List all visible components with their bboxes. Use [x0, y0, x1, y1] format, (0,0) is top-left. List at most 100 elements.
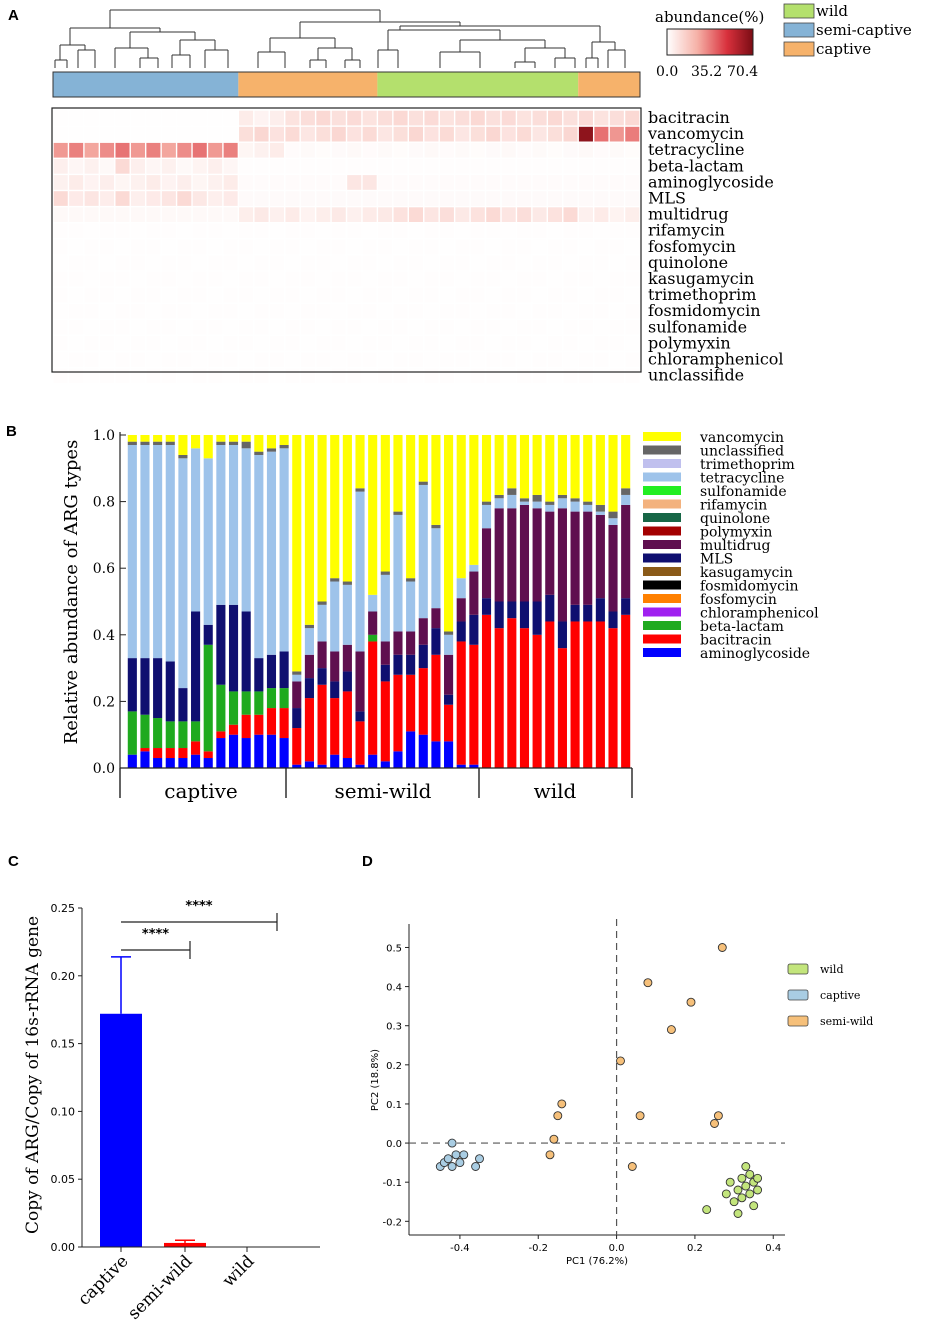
- heatmap-cell: [146, 159, 161, 174]
- b-bar-segment-aminoglycoside: [241, 738, 251, 768]
- heatmap-cell: [223, 352, 238, 367]
- heatmap-cell: [84, 255, 99, 271]
- heatmap-cell: [532, 175, 547, 190]
- b-legend-label-kasugamycin: kasugamycin: [700, 565, 793, 581]
- heatmap-cell: [69, 142, 84, 158]
- b-group-label-semi-wild: semi-wild: [335, 779, 432, 803]
- heatmap-cell: [316, 320, 331, 335]
- heatmap-cell: [362, 320, 377, 335]
- heatmap-cell: [578, 239, 593, 255]
- c-y-tick-label: 0.00: [51, 1241, 76, 1254]
- b-bar-segment-multidrug: [368, 611, 378, 635]
- heatmap-cell: [439, 175, 454, 190]
- b-bar-segment-multidrug: [595, 514, 605, 599]
- heatmap-cell: [455, 239, 470, 255]
- b-legend-swatch-vancomycin: [643, 432, 681, 441]
- heatmap-cell: [501, 287, 516, 303]
- d-point-wild: [737, 1193, 747, 1203]
- heatmap-cell: [532, 336, 547, 351]
- heatmap-cell: [146, 352, 161, 367]
- heatmap-cell: [486, 368, 501, 383]
- heatmap-cell: [501, 175, 516, 190]
- heatmap-cell: [347, 175, 362, 190]
- heatmap-cell: [378, 191, 393, 206]
- b-bar-segment-unclassified: [608, 511, 618, 519]
- d-point-wild: [721, 1189, 731, 1199]
- heatmap-cell: [300, 175, 315, 190]
- group-legend-swatch-semi-captive: [783, 22, 815, 38]
- heatmap-cell: [424, 159, 439, 174]
- b-bar-segment-tetracycline: [292, 674, 302, 682]
- heatmap-cell: [424, 110, 439, 126]
- heatmap-cell: [223, 191, 238, 206]
- heatmap-cell: [347, 255, 362, 271]
- heatmap-cell: [563, 191, 578, 206]
- b-bar-segment-beta-lactam: [127, 711, 137, 755]
- b-bar-segment-unclassified: [178, 454, 188, 459]
- heatmap-cell: [594, 352, 609, 367]
- group-legend-swatch-wild: [783, 3, 815, 19]
- b-bar-segment-aminoglycoside: [456, 764, 466, 768]
- b-bar-segment-mls: [178, 688, 188, 722]
- heatmap-cell: [486, 255, 501, 271]
- d-point-captive: [455, 1158, 465, 1168]
- b-bar-segment-multidrug: [469, 571, 479, 615]
- b-bar-segment-unclassified: [153, 441, 163, 445]
- heatmap-cell: [130, 175, 145, 190]
- heatmap-cell: [347, 303, 362, 319]
- d-point-wild: [737, 1173, 747, 1183]
- heatmap-cell: [53, 110, 68, 126]
- heatmap-cell: [161, 175, 176, 190]
- b-bar-segment-unclassified: [557, 494, 567, 499]
- b-bar-segment-vancomycin: [279, 435, 289, 445]
- heatmap-cell: [548, 239, 563, 255]
- heatmap-cell: [192, 126, 207, 142]
- heatmap-cell: [548, 207, 563, 222]
- b-bar-segment-mls: [595, 598, 605, 622]
- heatmap-cell: [208, 255, 223, 271]
- heatmap-cell: [115, 239, 130, 255]
- c-y-tick-label: 0.10: [51, 1105, 76, 1118]
- heatmap-cell: [146, 207, 161, 222]
- b-bar-segment-bacitracin: [203, 751, 213, 759]
- heatmap-cell: [347, 287, 362, 303]
- heatmap-cell: [161, 126, 176, 142]
- b-bar-segment-unclassified: [380, 571, 390, 575]
- heatmap-cell: [208, 336, 223, 351]
- c-x-label-captive: captive: [74, 1251, 132, 1309]
- b-bar-segment-multidrug: [456, 598, 466, 622]
- b-legend-label-rifamycin: rifamycin: [700, 498, 767, 514]
- heatmap-cell: [53, 223, 68, 239]
- d-point-wild: [745, 1189, 755, 1199]
- heatmap-cell: [192, 159, 207, 174]
- heatmap-cell: [130, 336, 145, 351]
- heatmap-cell: [146, 126, 161, 142]
- heatmap-cell: [362, 271, 377, 287]
- b-bar-segment-tetracycline: [165, 444, 175, 662]
- b-bar-segment-tetracycline: [583, 504, 593, 512]
- heatmap-cell: [578, 126, 593, 142]
- b-bar-segment-tetracycline: [469, 564, 479, 572]
- b-bar-segment-aminoglycoside: [178, 758, 188, 768]
- heatmap-cell: [548, 255, 563, 271]
- heatmap-cell: [161, 207, 176, 222]
- heatmap-cell: [362, 368, 377, 383]
- b-bar-segment-vancomycin: [241, 435, 251, 442]
- heatmap-cell: [625, 336, 640, 351]
- heatmap-cell: [239, 303, 254, 319]
- heatmap-cell: [455, 159, 470, 174]
- heatmap-cell: [239, 320, 254, 335]
- heatmap-cell: [192, 142, 207, 158]
- b-bar-segment-bacitracin: [317, 684, 327, 765]
- heatmap-cell: [69, 207, 84, 222]
- heatmap-cell: [378, 336, 393, 351]
- b-bar-segment-vancomycin: [292, 435, 302, 672]
- b-bar-segment-mls: [406, 654, 416, 675]
- b-bar-segment-mls: [431, 628, 441, 655]
- heatmap-cell: [269, 110, 285, 126]
- heatmap-cell: [269, 352, 285, 367]
- heatmap-cell: [470, 255, 485, 271]
- heatmap-cell: [285, 368, 300, 383]
- b-bar-segment-tetracycline: [481, 504, 492, 529]
- b-bar-segment-aminoglycoside: [393, 751, 403, 768]
